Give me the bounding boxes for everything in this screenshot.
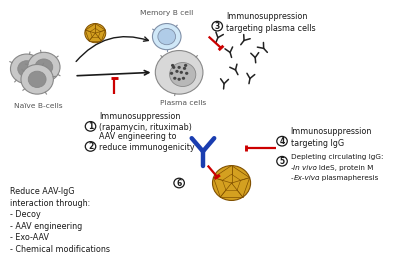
Text: 2: 2 <box>88 142 93 151</box>
Text: Immunosuppression
targeting plasma cells: Immunosuppression targeting plasma cells <box>226 12 316 33</box>
Text: 4: 4 <box>280 137 285 146</box>
Circle shape <box>35 59 53 75</box>
Text: 3: 3 <box>215 22 220 31</box>
Circle shape <box>155 51 203 94</box>
Circle shape <box>85 23 106 43</box>
Text: : plasmapheresis: : plasmapheresis <box>317 175 379 181</box>
Circle shape <box>277 136 287 146</box>
Text: Plasma cells: Plasma cells <box>160 100 206 106</box>
Text: Memory B cell: Memory B cell <box>140 11 193 17</box>
Circle shape <box>152 23 181 50</box>
Text: Immunosuppression
(rapamycin, rituximab): Immunosuppression (rapamycin, rituximab) <box>99 112 192 132</box>
Circle shape <box>277 156 287 166</box>
Text: In vivo: In vivo <box>294 165 317 171</box>
Circle shape <box>21 64 53 94</box>
Circle shape <box>158 28 176 45</box>
Text: Ex-vivo: Ex-vivo <box>294 175 320 181</box>
Circle shape <box>170 72 173 75</box>
Circle shape <box>28 52 60 82</box>
Circle shape <box>180 71 183 74</box>
Text: -: - <box>291 165 296 171</box>
Circle shape <box>212 166 250 200</box>
Circle shape <box>178 66 181 69</box>
Text: AAV engineering to
reduce immunogenicity: AAV engineering to reduce immunogenicity <box>99 132 195 152</box>
Circle shape <box>10 54 43 84</box>
Circle shape <box>172 66 175 69</box>
Text: 5: 5 <box>280 157 284 166</box>
Circle shape <box>175 70 179 73</box>
Text: -: - <box>291 175 296 181</box>
Text: Depleting circulating IgG:: Depleting circulating IgG: <box>291 154 383 160</box>
Text: : IdeS, protein M: : IdeS, protein M <box>314 165 374 171</box>
Circle shape <box>28 71 46 87</box>
Circle shape <box>171 64 174 67</box>
Circle shape <box>85 142 96 151</box>
Text: 1: 1 <box>88 122 93 131</box>
Circle shape <box>184 64 187 67</box>
Text: 6: 6 <box>176 179 182 188</box>
Circle shape <box>182 77 185 80</box>
Text: Immunosuppression
targeting IgG: Immunosuppression targeting IgG <box>291 127 372 148</box>
Circle shape <box>178 78 181 81</box>
Circle shape <box>170 62 196 86</box>
Text: Naïve B-cells: Naïve B-cells <box>14 103 62 109</box>
Circle shape <box>85 122 96 131</box>
Circle shape <box>212 21 222 31</box>
Circle shape <box>173 77 176 80</box>
Circle shape <box>185 72 188 75</box>
Circle shape <box>174 178 184 188</box>
Circle shape <box>183 67 186 70</box>
Circle shape <box>18 61 36 77</box>
Text: Reduce AAV-IgG
interaction through:
- Decoy
- AAV engineering
- Exo-AAV
- Chemic: Reduce AAV-IgG interaction through: - De… <box>10 187 110 254</box>
